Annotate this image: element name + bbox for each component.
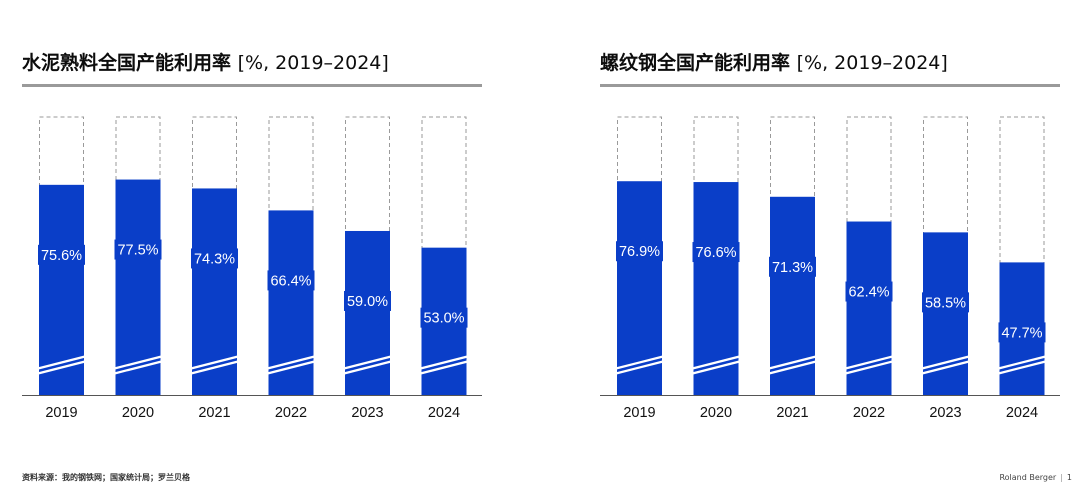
value-label-box (922, 292, 969, 313)
axis-break-mark (188, 359, 241, 376)
category-label-2022: 2022 (853, 405, 885, 421)
footer-brand: Roland Berger | 1 (999, 473, 1072, 482)
category-label-2022: 2022 (275, 405, 307, 421)
axis-break-mark (341, 354, 394, 371)
rebar-title-unit: [%, 2019–2024] (796, 52, 948, 74)
value-label-box (845, 281, 893, 302)
axis-break-mark (418, 354, 470, 371)
footer-separator: | (1060, 473, 1063, 482)
axis-break-mark (35, 359, 88, 376)
cement-chart-title: 水泥熟料全国产能利用率 [%, 2019–2024] (22, 48, 389, 75)
axis-break-mark (843, 354, 895, 371)
value-label-2019: 76.9% (619, 244, 660, 260)
brand-name: Roland Berger (999, 473, 1057, 482)
axis-break-mark (112, 359, 164, 376)
category-label-2021: 2021 (198, 405, 230, 421)
axis-break-mark (919, 359, 972, 376)
axis-break-mark (418, 359, 470, 376)
category-label-2021: 2021 (776, 405, 808, 421)
axis-break-mark (188, 354, 241, 371)
cement-title-text: 水泥熟料全国产能利用率 (22, 52, 232, 74)
axis-break-mark (690, 354, 742, 371)
category-label-2020: 2020 (122, 405, 154, 421)
cement-title-rule (22, 84, 482, 87)
axis-break-mark (613, 354, 666, 371)
value-label-2022: 62.4% (848, 285, 889, 301)
value-label-box (998, 322, 1046, 343)
rebar-title-rule (600, 84, 1060, 87)
value-label-box (420, 307, 468, 328)
value-label-2020: 77.5% (117, 243, 158, 259)
value-label-box (692, 242, 740, 263)
rebar-utilization-chart: 76.9% 2019 76.6% 2020 71.3% 2021 62.4% 2022 58.5… (600, 116, 1060, 421)
cement-title-unit: [%, 2019–2024] (237, 52, 389, 74)
value-label-2023: 59.0% (347, 294, 388, 310)
value-label-2024: 47.7% (1001, 325, 1042, 341)
value-label-2021: 71.3% (772, 260, 813, 276)
axis-break-mark (341, 359, 394, 376)
axis-break-mark (766, 354, 819, 371)
axis-break-mark (996, 359, 1048, 376)
category-label-2020: 2020 (700, 405, 732, 421)
value-label-box (616, 241, 663, 262)
axis-break-mark (766, 359, 819, 376)
axis-break-mark (112, 354, 164, 371)
rebar-chart-panel: 螺纹钢全国产能利用率 [%, 2019–2024] 76.9% 2019 76.6%… (600, 0, 1062, 421)
value-label-box (114, 239, 162, 260)
value-label-box (344, 290, 391, 311)
category-label-2019: 2019 (45, 405, 77, 421)
value-label-2022: 66.4% (270, 273, 311, 289)
axis-break-mark (35, 354, 88, 371)
value-label-box (38, 244, 85, 265)
rebar-title-text: 螺纹钢全国产能利用率 (600, 52, 791, 74)
category-label-2023: 2023 (929, 405, 961, 421)
value-label-2024: 53.0% (423, 311, 464, 327)
cement-utilization-chart: 75.6% 2019 77.5% 2020 74.3% 2021 66.4% 2022 59.0… (22, 116, 482, 421)
axis-break-mark (613, 359, 666, 376)
data-source-note: 资料来源：我的钢铁网；国家统计局；罗兰贝格 (22, 473, 190, 482)
value-label-box (769, 256, 816, 277)
value-label-2021: 74.3% (194, 251, 235, 267)
value-label-2020: 76.6% (695, 245, 736, 261)
value-label-2023: 58.5% (925, 295, 966, 311)
rebar-chart-title: 螺纹钢全国产能利用率 [%, 2019–2024] (600, 48, 948, 75)
value-label-box (191, 248, 238, 269)
bar-2022 (846, 221, 892, 395)
page-number: 1 (1066, 473, 1072, 482)
bar-2019 (39, 184, 84, 395)
axis-break-mark (919, 354, 972, 371)
cement-chart-panel: 水泥熟料全国产能利用率 [%, 2019–2024] 75.6% 2019 77.5… (22, 0, 484, 421)
axis-break-mark (265, 354, 317, 371)
category-label-2023: 2023 (351, 405, 383, 421)
category-label-2019: 2019 (623, 405, 655, 421)
axis-break-mark (690, 359, 742, 376)
bar-2021 (770, 196, 815, 395)
bar-2021 (192, 188, 237, 395)
axis-break-mark (843, 359, 895, 376)
value-label-box (267, 270, 315, 291)
axis-break-mark (265, 359, 317, 376)
category-label-2024: 2024 (1006, 405, 1038, 421)
axis-break-mark (996, 354, 1048, 371)
value-label-2019: 75.6% (41, 248, 82, 264)
category-label-2024: 2024 (428, 405, 460, 421)
